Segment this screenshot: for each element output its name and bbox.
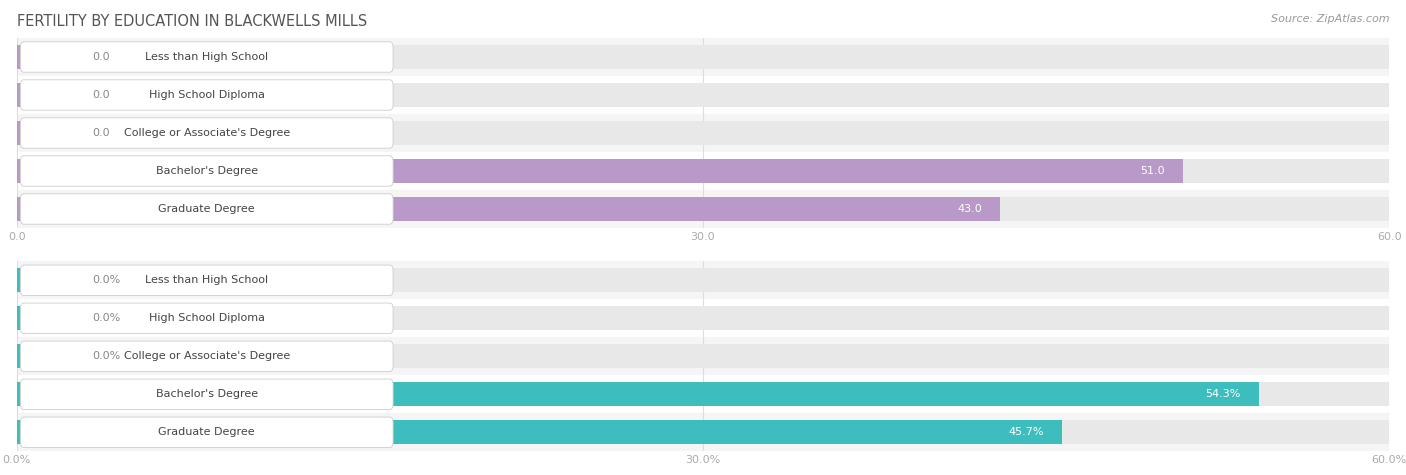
Text: 0.0: 0.0 [93,90,110,100]
FancyBboxPatch shape [20,118,394,148]
Bar [17,152,1389,190]
Bar [17,261,1389,299]
Text: 43.0: 43.0 [957,204,981,214]
Bar [17,190,1389,228]
Text: High School Diploma: High School Diploma [149,313,264,323]
Text: Bachelor's Degree: Bachelor's Degree [156,389,257,399]
FancyBboxPatch shape [20,379,394,409]
Text: College or Associate's Degree: College or Associate's Degree [124,128,290,138]
Bar [17,83,75,107]
Bar [17,159,1184,183]
Text: Less than High School: Less than High School [145,275,269,285]
Bar [17,45,1389,69]
Text: Less than High School: Less than High School [145,52,269,62]
Text: 0.0: 0.0 [93,52,110,62]
FancyBboxPatch shape [20,156,394,186]
Text: 51.0: 51.0 [1140,166,1166,176]
Text: Bachelor's Degree: Bachelor's Degree [156,166,257,176]
Bar [17,344,1389,368]
Bar [17,38,1389,76]
Bar [17,76,1389,114]
Text: 0.0%: 0.0% [93,275,121,285]
Bar [17,344,75,368]
Text: College or Associate's Degree: College or Associate's Degree [124,351,290,361]
Text: 0.0%: 0.0% [93,313,121,323]
Bar [17,197,1389,221]
FancyBboxPatch shape [20,303,394,333]
Bar [17,83,1389,107]
FancyBboxPatch shape [20,341,394,371]
Bar [17,121,1389,145]
Text: Graduate Degree: Graduate Degree [159,204,254,214]
Bar [17,197,1000,221]
Bar [17,382,1258,406]
Bar [17,420,1062,444]
FancyBboxPatch shape [20,265,394,295]
Text: Graduate Degree: Graduate Degree [159,427,254,437]
Bar [17,420,1389,444]
Bar [17,375,1389,413]
Text: High School Diploma: High School Diploma [149,90,264,100]
Bar [17,159,1389,183]
Bar [17,268,75,292]
FancyBboxPatch shape [20,80,394,110]
Text: Source: ZipAtlas.com: Source: ZipAtlas.com [1271,14,1389,24]
Text: 0.0: 0.0 [93,128,110,138]
FancyBboxPatch shape [20,42,394,72]
Bar [17,114,1389,152]
FancyBboxPatch shape [20,194,394,224]
Bar [17,45,75,69]
Bar [17,121,75,145]
Bar [17,268,1389,292]
Text: 0.0%: 0.0% [93,351,121,361]
Bar [17,413,1389,451]
Text: FERTILITY BY EDUCATION IN BLACKWELLS MILLS: FERTILITY BY EDUCATION IN BLACKWELLS MIL… [17,14,367,29]
FancyBboxPatch shape [20,417,394,447]
Bar [17,337,1389,375]
Bar [17,306,75,330]
Bar [17,306,1389,330]
Bar [17,382,1389,406]
Text: 45.7%: 45.7% [1008,427,1043,437]
Bar [17,299,1389,337]
Text: 54.3%: 54.3% [1205,389,1240,399]
